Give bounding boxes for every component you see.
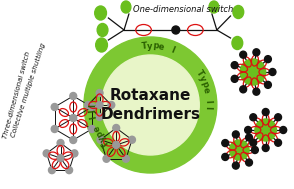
Ellipse shape <box>232 36 243 50</box>
Text: I: I <box>88 109 98 113</box>
Text: Rotaxane
Dendrimers: Rotaxane Dendrimers <box>101 88 201 122</box>
Circle shape <box>245 126 251 133</box>
Circle shape <box>123 155 129 162</box>
Text: I: I <box>203 100 213 103</box>
Circle shape <box>262 145 269 152</box>
Circle shape <box>250 139 257 146</box>
Circle shape <box>172 26 180 34</box>
Text: Collective multiple shuttling: Collective multiple shuttling <box>10 42 46 138</box>
Circle shape <box>265 56 271 63</box>
Circle shape <box>253 88 260 95</box>
Circle shape <box>232 131 239 138</box>
Ellipse shape <box>121 1 131 13</box>
Circle shape <box>280 126 287 133</box>
Circle shape <box>240 86 247 93</box>
Circle shape <box>101 55 199 155</box>
Circle shape <box>108 101 115 108</box>
Ellipse shape <box>230 140 249 160</box>
Circle shape <box>97 136 104 143</box>
Circle shape <box>128 136 136 143</box>
Circle shape <box>70 115 77 122</box>
Circle shape <box>96 90 103 97</box>
Ellipse shape <box>255 119 276 141</box>
Circle shape <box>51 104 58 111</box>
Circle shape <box>84 101 91 108</box>
Circle shape <box>70 92 77 99</box>
Circle shape <box>275 139 282 146</box>
Text: T: T <box>141 42 148 51</box>
Text: I: I <box>203 105 213 109</box>
Ellipse shape <box>96 38 107 52</box>
Circle shape <box>231 75 238 82</box>
Circle shape <box>253 49 260 56</box>
Text: I: I <box>169 46 175 55</box>
Circle shape <box>262 108 269 115</box>
Text: p: p <box>94 128 105 138</box>
Circle shape <box>232 162 239 169</box>
Ellipse shape <box>95 6 106 20</box>
Circle shape <box>250 114 257 121</box>
Circle shape <box>269 68 276 75</box>
Circle shape <box>222 153 229 160</box>
Circle shape <box>71 150 78 157</box>
Circle shape <box>103 155 110 162</box>
Circle shape <box>222 139 229 146</box>
Ellipse shape <box>240 59 266 85</box>
Circle shape <box>113 125 120 132</box>
Text: One-dimensional switch: One-dimensional switch <box>133 5 233 14</box>
Text: e: e <box>92 124 103 132</box>
Circle shape <box>245 134 253 141</box>
Text: y: y <box>98 133 108 143</box>
Circle shape <box>113 142 120 149</box>
Circle shape <box>84 37 217 173</box>
Circle shape <box>66 167 73 174</box>
Circle shape <box>96 114 103 121</box>
Circle shape <box>51 125 58 132</box>
Circle shape <box>57 139 64 146</box>
Text: I: I <box>89 114 98 119</box>
Circle shape <box>43 150 50 157</box>
Circle shape <box>251 146 258 153</box>
Circle shape <box>231 62 238 69</box>
Circle shape <box>265 81 271 88</box>
Circle shape <box>88 104 95 111</box>
Circle shape <box>88 125 95 132</box>
Ellipse shape <box>209 1 219 13</box>
Text: e: e <box>158 42 165 52</box>
Text: I: I <box>88 104 97 107</box>
Ellipse shape <box>233 5 244 19</box>
Text: p: p <box>152 42 159 51</box>
Circle shape <box>70 136 77 143</box>
Circle shape <box>96 101 103 108</box>
Circle shape <box>49 167 55 174</box>
Text: T: T <box>101 138 111 148</box>
Text: y: y <box>147 41 153 50</box>
Text: y: y <box>197 74 207 83</box>
Ellipse shape <box>97 23 108 36</box>
Circle shape <box>240 51 247 58</box>
Circle shape <box>275 114 282 121</box>
Text: p: p <box>199 80 210 88</box>
Circle shape <box>245 159 253 166</box>
Circle shape <box>57 154 64 161</box>
Text: T: T <box>194 69 205 78</box>
Text: e: e <box>201 86 211 94</box>
Text: Three-dimensional switch: Three-dimensional switch <box>2 51 31 139</box>
